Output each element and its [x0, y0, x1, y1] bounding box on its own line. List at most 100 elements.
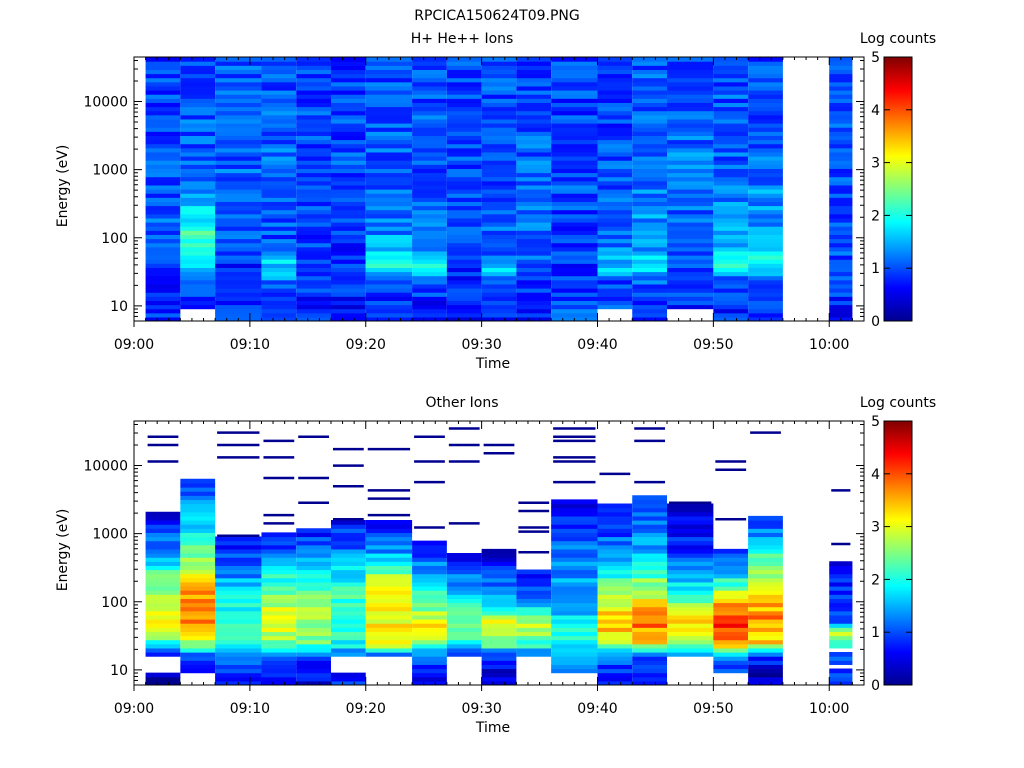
heatmap-cell — [180, 263, 216, 268]
heatmap-cell — [551, 304, 598, 310]
heatmap-cell — [632, 610, 668, 616]
heatmap-cell — [412, 614, 447, 620]
heatmap-cell — [180, 668, 216, 674]
heatmap-cell — [215, 619, 262, 624]
heatmap-cell — [632, 279, 668, 285]
heatmap-cell — [516, 577, 552, 583]
heatmap-cell — [145, 110, 181, 116]
heatmap-cell — [145, 548, 181, 554]
heatmap-cell — [330, 573, 366, 579]
heatmap-cell — [296, 565, 331, 571]
heatmap-cell — [330, 590, 366, 595]
heatmap-cell — [261, 304, 297, 310]
heatmap-cell — [446, 110, 482, 116]
heatmap-cell — [330, 275, 366, 281]
heatmap-cell — [748, 193, 783, 198]
heatmap-cell — [597, 668, 633, 674]
heatmap-cell — [481, 201, 517, 207]
heatmap-cell — [553, 456, 596, 459]
heatmap-cell — [632, 296, 668, 301]
heatmap-cell — [481, 594, 517, 599]
heatmap-cell — [145, 213, 181, 219]
heatmap-cell — [632, 250, 668, 256]
heatmap-cell — [516, 180, 552, 186]
heatmap-cell — [412, 176, 447, 182]
heatmap-cell — [180, 304, 216, 310]
heatmap-cell — [215, 127, 262, 132]
heatmap-cell — [145, 581, 181, 587]
heatmap-cell — [145, 259, 181, 264]
heatmap-cell — [261, 577, 297, 583]
heatmap-cell — [215, 283, 262, 289]
heatmap-cell — [516, 610, 552, 616]
heatmap-cell — [330, 81, 366, 87]
heatmap-cell — [446, 98, 482, 103]
heatmap-cell — [330, 77, 366, 83]
heatmap-cell — [330, 623, 366, 628]
heatmap-cell — [632, 271, 668, 277]
heatmap-cell — [412, 544, 447, 550]
heatmap-cell — [180, 147, 216, 153]
heatmap-cell — [296, 586, 331, 591]
heatmap-cell — [296, 151, 331, 157]
heatmap-cell — [597, 180, 633, 186]
heatmap-cell — [748, 77, 783, 83]
heatmap-cell — [597, 156, 633, 161]
colorbar-tick-label: 2 — [871, 208, 880, 224]
heatmap-cell — [180, 507, 216, 513]
heatmap-cell — [713, 226, 749, 231]
heatmap-cell — [296, 90, 331, 95]
heatmap-cell — [261, 230, 297, 235]
heatmap-cell — [446, 151, 482, 157]
heatmap-cell — [632, 656, 668, 661]
heatmap-cell — [296, 197, 331, 202]
heatmap-cell — [446, 602, 482, 608]
heatmap-cell — [481, 569, 517, 575]
heatmap-cell — [180, 503, 216, 509]
heatmap-cell — [516, 201, 552, 207]
heatmap-cell — [145, 139, 181, 145]
heatmap-cell — [261, 619, 297, 624]
heatmap-cell — [667, 647, 714, 653]
heatmap-cell — [180, 548, 216, 554]
heatmap-cell — [748, 308, 783, 314]
heatmap-cell — [516, 57, 552, 62]
heatmap-cell — [261, 610, 297, 616]
heatmap-cell — [145, 614, 181, 620]
heatmap-cell — [180, 267, 216, 273]
heatmap-cell — [713, 300, 749, 306]
heatmap-cell — [667, 246, 714, 252]
heatmap-column — [632, 427, 668, 685]
panel-title: H+ He++ Ions — [411, 31, 514, 47]
heatmap-cell — [412, 602, 447, 608]
heatmap-cell — [829, 250, 853, 256]
heatmap-cell — [261, 296, 297, 301]
heatmap-cell — [296, 536, 331, 542]
heatmap-cell — [296, 635, 331, 641]
heatmap-column — [667, 501, 714, 657]
heatmap-cell — [481, 127, 517, 132]
heatmap-cell — [829, 205, 853, 211]
heatmap-cell — [330, 304, 366, 310]
heatmap-cell — [180, 487, 216, 492]
heatmap-cell — [481, 288, 517, 293]
heatmap-cell — [261, 127, 297, 132]
heatmap-cell — [551, 147, 598, 153]
heatmap-cell — [516, 234, 552, 240]
heatmap-cell — [516, 160, 552, 165]
heatmap-cell — [365, 143, 413, 149]
heatmap-cell — [330, 279, 366, 285]
heatmap-cell — [483, 443, 515, 447]
heatmap-cell — [365, 263, 413, 268]
heatmap-cell — [829, 610, 853, 616]
heatmap-cell — [667, 123, 714, 128]
heatmap-cell — [748, 131, 783, 136]
heatmap-cell — [748, 242, 783, 248]
heatmap-cell — [551, 94, 598, 99]
heatmap-cell — [365, 532, 413, 538]
x-tick-label: 09:00 — [114, 337, 154, 353]
heatmap-cell — [516, 300, 552, 306]
heatmap-cell — [180, 143, 216, 149]
heatmap-cell — [145, 180, 181, 186]
heatmap-cell — [330, 676, 366, 682]
